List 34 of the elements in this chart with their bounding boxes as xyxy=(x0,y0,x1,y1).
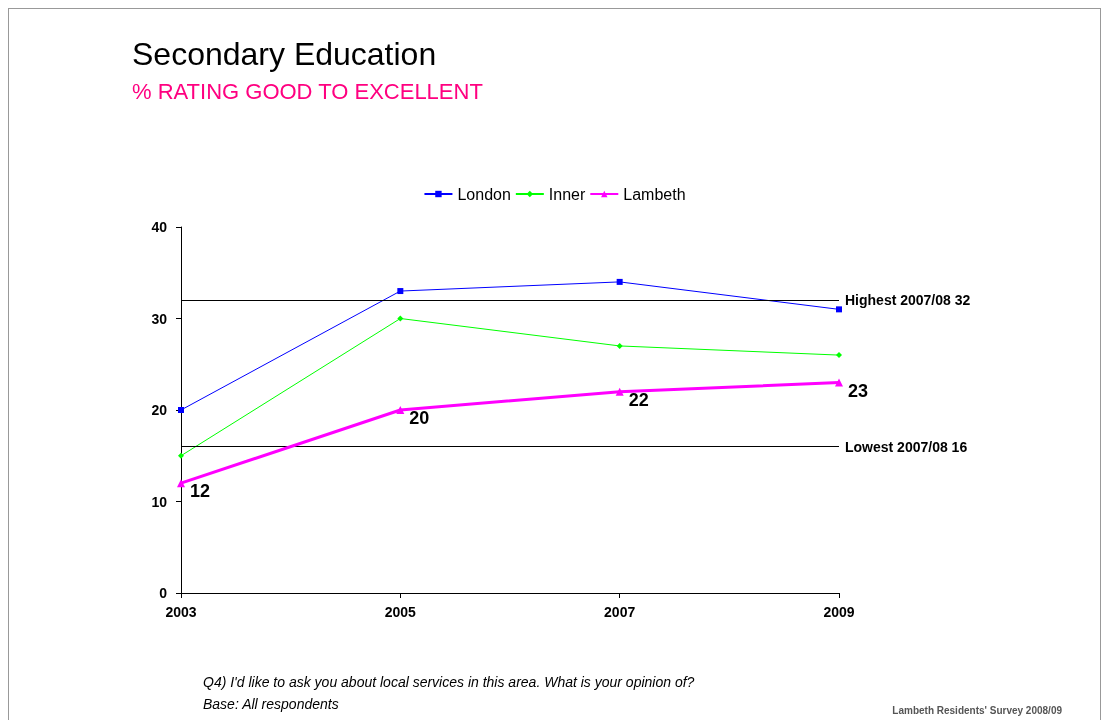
data-label: 22 xyxy=(628,389,649,410)
legend-label: Lambeth xyxy=(623,185,686,203)
y-tick-label: 0 xyxy=(159,585,168,601)
text: Lambeth Residents' Survey 2008/09 xyxy=(892,704,1063,716)
y-tick-label: 30 xyxy=(151,310,168,327)
point xyxy=(615,387,624,396)
chart-title: Secondary Education xyxy=(132,36,437,72)
chart-subtitle: % RATING GOOD TO EXCELLENT xyxy=(132,78,483,104)
point xyxy=(835,378,843,387)
point xyxy=(177,479,185,488)
point xyxy=(616,342,623,349)
x-tick-label: 2005 xyxy=(384,604,417,620)
legend-label: Inner xyxy=(548,185,586,203)
text: Base: All respondents xyxy=(203,696,339,712)
x-tick-label: 2009 xyxy=(823,604,855,620)
legend-label: London xyxy=(457,185,511,203)
data-label: 23 xyxy=(848,380,869,401)
point xyxy=(397,288,404,295)
point xyxy=(836,306,842,313)
point xyxy=(616,278,623,285)
ref-line-label: Highest 2007/08 32 xyxy=(845,292,971,309)
point xyxy=(836,352,842,359)
y-tick-label: 40 xyxy=(151,219,168,235)
x-tick-label: 2003 xyxy=(165,604,197,620)
text: Q4) I'd like to ask you about local services in this area. What is your opinion of? xyxy=(203,674,695,690)
x-tick-label: 2007 xyxy=(604,604,636,620)
point xyxy=(397,315,404,322)
point xyxy=(178,452,184,459)
data-label: 20 xyxy=(409,408,430,428)
data-label: 12 xyxy=(190,481,211,502)
point xyxy=(396,406,405,414)
ref-line-label: Lowest 2007/08 16 xyxy=(845,438,968,455)
y-tick-label: 10 xyxy=(151,493,168,510)
y-tick-label: 20 xyxy=(151,402,168,418)
